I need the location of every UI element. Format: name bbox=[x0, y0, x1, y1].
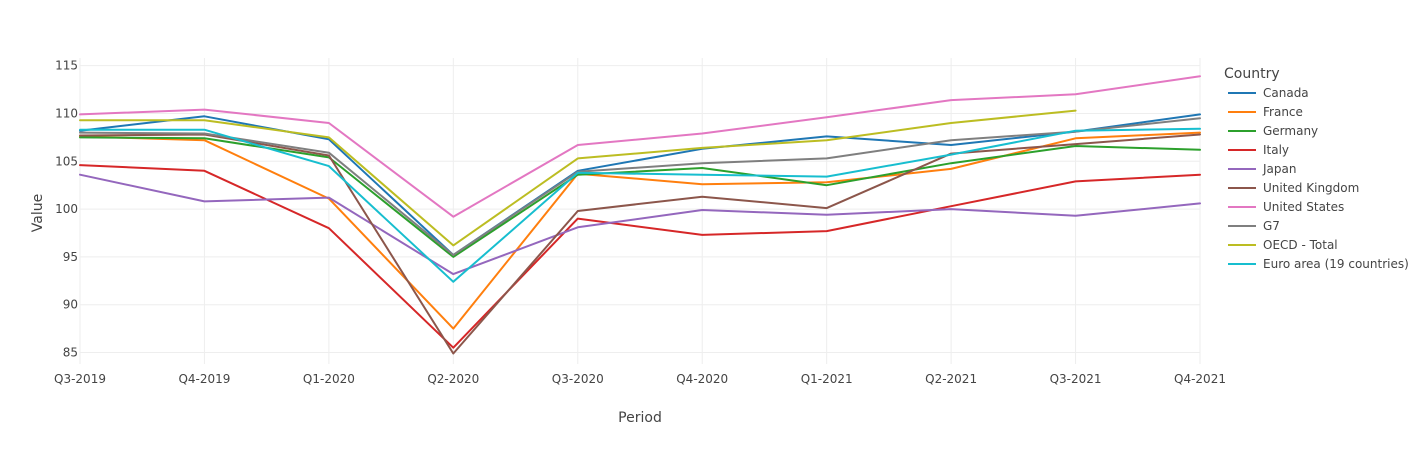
x-tick-label: Q2-2020 bbox=[427, 372, 479, 386]
x-tick-label: Q3-2020 bbox=[552, 372, 604, 386]
x-axis-title: Period bbox=[618, 410, 662, 426]
x-tick-label: Q1-2021 bbox=[801, 372, 853, 386]
y-tick-label: 110 bbox=[55, 106, 78, 120]
grid-lines bbox=[79, 58, 1201, 364]
legend-item[interactable]: Canada bbox=[1228, 86, 1309, 100]
series-line-5[interactable] bbox=[79, 133, 1201, 355]
series-line-8[interactable] bbox=[79, 109, 1077, 247]
y-tick-label: 85 bbox=[63, 346, 78, 360]
legend-item[interactable]: Japan bbox=[1228, 162, 1296, 176]
y-tick-label: 100 bbox=[55, 202, 78, 216]
legend-label: Italy bbox=[1263, 143, 1289, 157]
legend-item[interactable]: Italy bbox=[1228, 143, 1289, 157]
legend-item[interactable]: Germany bbox=[1228, 124, 1318, 138]
legend-label: Germany bbox=[1263, 124, 1318, 138]
series-line-2[interactable] bbox=[79, 136, 1201, 258]
x-tick-label: Q2-2021 bbox=[925, 372, 977, 386]
legend-item[interactable]: G7 bbox=[1228, 219, 1280, 233]
legend-item[interactable]: Euro area (19 countries) bbox=[1228, 257, 1409, 271]
legend-label: G7 bbox=[1263, 219, 1280, 233]
x-tick-label: Q3-2021 bbox=[1050, 372, 1102, 386]
y-tick-label: 105 bbox=[55, 154, 78, 168]
legend-item[interactable]: United Kingdom bbox=[1228, 181, 1359, 195]
y-tick-label: 95 bbox=[63, 250, 78, 264]
legend[interactable]: Country Canada France Germany Italy Japan Uni… bbox=[1224, 66, 1409, 271]
series-line-6[interactable] bbox=[79, 75, 1201, 218]
y-tick-label: 115 bbox=[55, 59, 78, 73]
legend-title: Country bbox=[1224, 66, 1280, 82]
legend-label: France bbox=[1263, 105, 1303, 119]
x-axis-ticks: Q3-2019 Q4-2019 Q1-2020 Q2-2020 Q3-2020 Q4-20… bbox=[54, 372, 1226, 386]
x-tick-label: Q4-2020 bbox=[676, 372, 728, 386]
legend-label: United Kingdom bbox=[1263, 181, 1359, 195]
legend-item[interactable]: OECD - Total bbox=[1228, 238, 1338, 252]
series-line-7[interactable] bbox=[79, 117, 1201, 256]
legend-label: United States bbox=[1263, 200, 1344, 214]
legend-item[interactable]: United States bbox=[1228, 200, 1344, 214]
x-tick-label: Q3-2019 bbox=[54, 372, 106, 386]
legend-label: Japan bbox=[1262, 162, 1296, 176]
legend-label: OECD - Total bbox=[1263, 238, 1338, 252]
series-lines bbox=[79, 75, 1201, 355]
legend-label: Euro area (19 countries) bbox=[1263, 257, 1409, 271]
x-tick-label: Q1-2020 bbox=[303, 372, 355, 386]
series-line-4[interactable] bbox=[79, 173, 1201, 276]
legend-item[interactable]: France bbox=[1228, 105, 1303, 119]
y-axis-ticks: 85 90 95 100 105 110 115 bbox=[55, 59, 78, 360]
y-axis-title: Value bbox=[30, 194, 46, 232]
y-tick-label: 90 bbox=[63, 298, 78, 312]
x-tick-label: Q4-2021 bbox=[1174, 372, 1226, 386]
series-line-1[interactable] bbox=[79, 131, 1201, 330]
x-tick-label: Q4-2019 bbox=[178, 372, 230, 386]
series-line-9[interactable] bbox=[79, 127, 1201, 283]
legend-label: Canada bbox=[1263, 86, 1309, 100]
